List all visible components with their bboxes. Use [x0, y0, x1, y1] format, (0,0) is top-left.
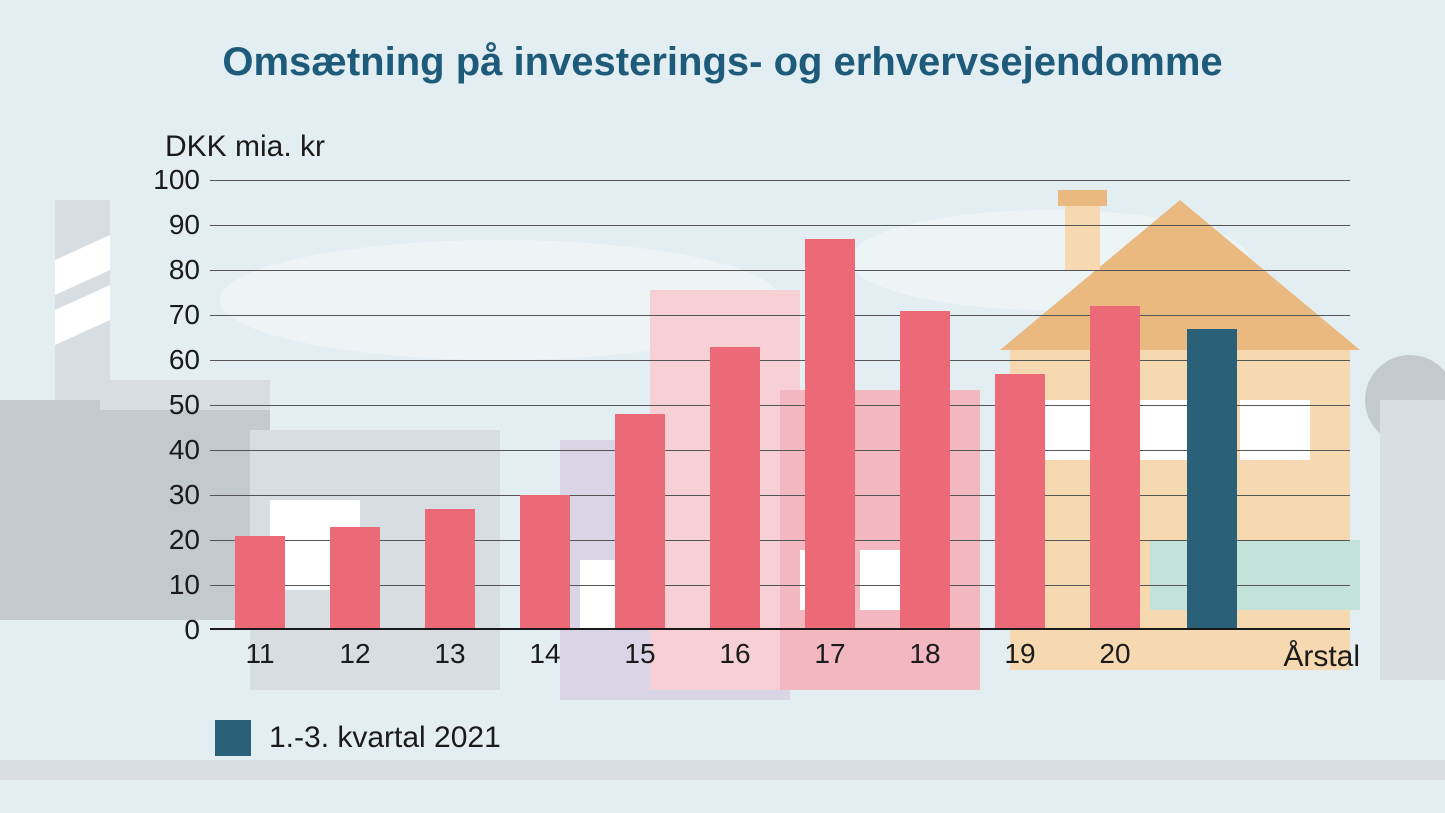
bar — [995, 374, 1045, 631]
y-tick-label: 20 — [130, 524, 200, 556]
x-tick-label: 17 — [814, 638, 845, 670]
x-tick-label: 16 — [719, 638, 750, 670]
x-tick-label: 14 — [529, 638, 560, 670]
legend: 1.-3. kvartal 2021 — [215, 720, 501, 756]
y-axis-label: DKK mia. kr — [165, 130, 325, 164]
bar — [615, 414, 665, 630]
y-tick-label: 60 — [130, 344, 200, 376]
bar — [235, 536, 285, 631]
bar — [710, 347, 760, 631]
chart-plot-area: 0102030405060708090100 11121314151617181… — [210, 180, 1350, 630]
bar — [900, 311, 950, 631]
y-tick-label: 10 — [130, 569, 200, 601]
y-tick-label: 30 — [130, 479, 200, 511]
y-tick-label: 0 — [130, 614, 200, 646]
bar — [1090, 306, 1140, 630]
x-tick-label: 18 — [909, 638, 940, 670]
y-tick-label: 40 — [130, 434, 200, 466]
y-tick-label: 50 — [130, 389, 200, 421]
bar — [330, 527, 380, 631]
bar — [1187, 329, 1237, 631]
x-axis-label: Årstal — [1283, 640, 1360, 674]
y-tick-label: 90 — [130, 209, 200, 241]
y-tick-label: 70 — [130, 299, 200, 331]
y-tick-label: 100 — [130, 164, 200, 196]
y-tick-label: 80 — [130, 254, 200, 286]
chart-title: Omsætning på investerings- og erhvervsej… — [0, 40, 1445, 85]
x-tick-label: 11 — [245, 638, 274, 670]
x-tick-label: 19 — [1004, 638, 1035, 670]
legend-label: 1.-3. kvartal 2021 — [269, 721, 501, 755]
bar — [425, 509, 475, 631]
x-tick-label: 13 — [434, 638, 465, 670]
bar — [520, 495, 570, 630]
legend-swatch — [215, 720, 251, 756]
x-tick-label: 12 — [339, 638, 370, 670]
x-tick-label: 15 — [624, 638, 655, 670]
x-tick-label: 20 — [1099, 638, 1130, 670]
bar — [805, 239, 855, 631]
